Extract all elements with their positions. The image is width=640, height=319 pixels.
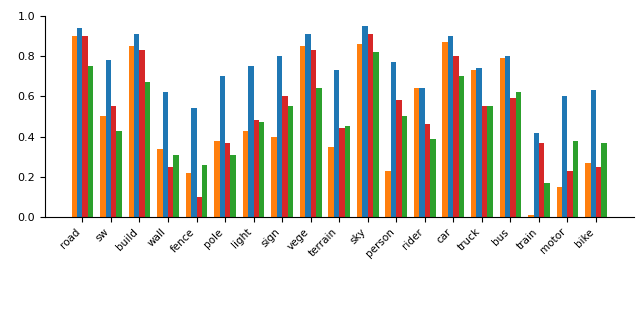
Bar [300, 46, 305, 217]
Bar [134, 34, 140, 217]
Bar [539, 143, 545, 217]
Bar [562, 96, 568, 217]
Bar [602, 143, 607, 217]
Bar [459, 76, 464, 217]
Bar [487, 107, 493, 217]
Bar [510, 98, 516, 217]
Bar [259, 122, 264, 217]
Bar [271, 137, 276, 217]
Bar [482, 107, 487, 217]
Bar [230, 155, 236, 217]
Bar [591, 90, 596, 217]
Bar [282, 96, 287, 217]
Bar [442, 42, 448, 217]
Bar [568, 171, 573, 217]
Bar [414, 88, 419, 217]
Bar [500, 58, 505, 217]
Bar [163, 92, 168, 217]
Bar [316, 88, 321, 217]
Bar [339, 129, 344, 217]
Bar [248, 66, 253, 217]
Bar [596, 167, 602, 217]
Bar [305, 34, 310, 217]
Bar [516, 92, 521, 217]
Bar [328, 147, 334, 217]
Bar [557, 187, 562, 217]
Bar [310, 50, 316, 217]
Bar [334, 70, 339, 217]
Bar [430, 138, 436, 217]
Bar [225, 143, 230, 217]
Bar [425, 124, 430, 217]
Bar [186, 173, 191, 217]
Bar [83, 36, 88, 217]
Bar [287, 107, 293, 217]
Bar [168, 167, 173, 217]
Bar [585, 163, 591, 217]
Bar [145, 82, 150, 217]
Bar [214, 141, 220, 217]
Bar [471, 70, 476, 217]
Bar [396, 100, 402, 217]
Bar [385, 171, 391, 217]
Bar [545, 183, 550, 217]
Bar [243, 130, 248, 217]
Bar [140, 50, 145, 217]
Bar [505, 56, 510, 217]
Bar [202, 165, 207, 217]
Bar [173, 155, 179, 217]
Bar [357, 44, 362, 217]
Bar [196, 197, 202, 217]
Bar [276, 56, 282, 217]
Bar [453, 56, 459, 217]
Bar [253, 121, 259, 217]
Bar [106, 60, 111, 217]
Bar [191, 108, 196, 217]
Bar [88, 66, 93, 217]
Bar [116, 130, 122, 217]
Bar [476, 68, 482, 217]
Bar [100, 116, 106, 217]
Bar [368, 34, 373, 217]
Bar [534, 132, 539, 217]
Bar [373, 52, 379, 217]
Bar [419, 88, 425, 217]
Bar [573, 141, 579, 217]
Bar [362, 26, 368, 217]
Bar [448, 36, 453, 217]
Bar [157, 149, 163, 217]
Bar [77, 28, 83, 217]
Bar [72, 36, 77, 217]
Bar [111, 107, 116, 217]
Bar [391, 62, 396, 217]
Bar [344, 126, 350, 217]
Bar [129, 46, 134, 217]
Bar [528, 215, 534, 217]
Bar [220, 76, 225, 217]
Bar [402, 116, 407, 217]
